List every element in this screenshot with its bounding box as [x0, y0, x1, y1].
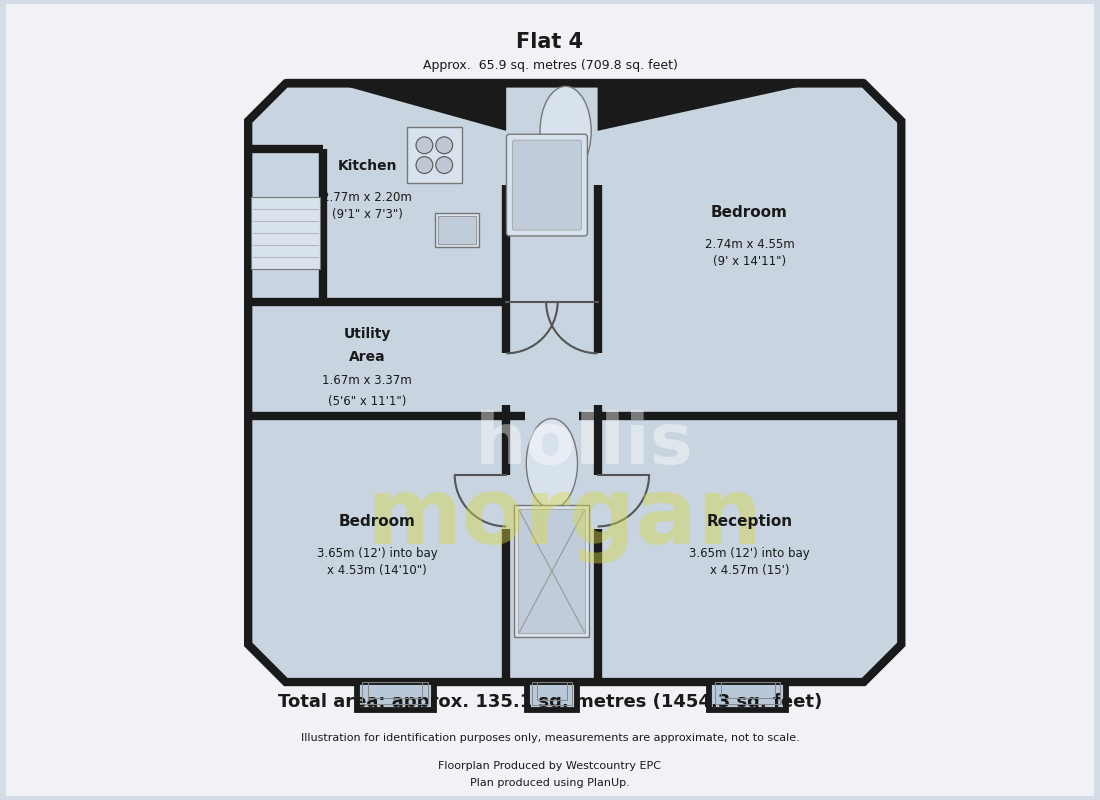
Text: Area: Area [349, 350, 386, 364]
FancyBboxPatch shape [513, 140, 582, 230]
Bar [537, 682, 568, 700]
Bar [518, 510, 585, 633]
Text: Floorplan Produced by Westcountry EPC: Floorplan Produced by Westcountry EPC [439, 761, 661, 771]
Bar [722, 682, 774, 698]
Polygon shape [336, 83, 506, 131]
Bar [527, 682, 578, 710]
Text: 1.67m x 3.37m: 1.67m x 3.37m [322, 374, 412, 387]
Text: Kitchen: Kitchen [338, 159, 397, 173]
Polygon shape [597, 83, 814, 131]
Ellipse shape [526, 418, 578, 509]
Bar [368, 682, 421, 698]
Circle shape [436, 157, 452, 174]
Circle shape [416, 137, 432, 154]
Text: Bedroom: Bedroom [339, 514, 416, 529]
Text: 3.65m (12') into bay
x 4.53m (14'10"): 3.65m (12') into bay x 4.53m (14'10") [317, 547, 438, 577]
Bar [251, 197, 320, 269]
Circle shape [436, 137, 452, 154]
Text: 3.65m (12') into bay
x 4.57m (15'): 3.65m (12') into bay x 4.57m (15') [689, 547, 810, 577]
Text: 2.74m x 4.55m
(9' x 14'11"): 2.74m x 4.55m (9' x 14'11") [705, 238, 794, 267]
Bar [715, 682, 781, 704]
Text: Reception: Reception [706, 514, 792, 529]
Polygon shape [249, 83, 901, 682]
Text: Flat 4: Flat 4 [516, 32, 584, 52]
Circle shape [416, 157, 432, 174]
Bar [363, 682, 428, 704]
FancyBboxPatch shape [506, 134, 587, 236]
Text: Plan produced using PlanUp.: Plan produced using PlanUp. [470, 778, 630, 788]
Text: (5'6" x 11'1"): (5'6" x 11'1") [328, 394, 407, 408]
Text: Illustration for identification purposes only, measurements are approximate, not: Illustration for identification purposes… [300, 734, 800, 743]
Ellipse shape [540, 86, 591, 176]
Text: Total area: approx. 135.1 sq. metres (1454.3 sq. feet): Total area: approx. 135.1 sq. metres (14… [278, 693, 822, 711]
Bar [436, 213, 478, 247]
Text: Utility: Utility [343, 327, 390, 341]
Text: hollis: hollis [475, 410, 694, 479]
Bar [356, 682, 433, 710]
Bar [407, 127, 462, 183]
Bar [531, 682, 572, 705]
Bar [710, 682, 786, 710]
Text: Bedroom: Bedroom [711, 205, 788, 220]
Text: Approx.  65.9 sq. metres (709.8 sq. feet): Approx. 65.9 sq. metres (709.8 sq. feet) [422, 59, 678, 72]
Text: 2.77m x 2.20m
(9'1" x 7'3"): 2.77m x 2.20m (9'1" x 7'3") [322, 190, 412, 221]
Bar [439, 216, 476, 244]
Bar [515, 506, 590, 637]
Text: morgan: morgan [366, 474, 763, 564]
